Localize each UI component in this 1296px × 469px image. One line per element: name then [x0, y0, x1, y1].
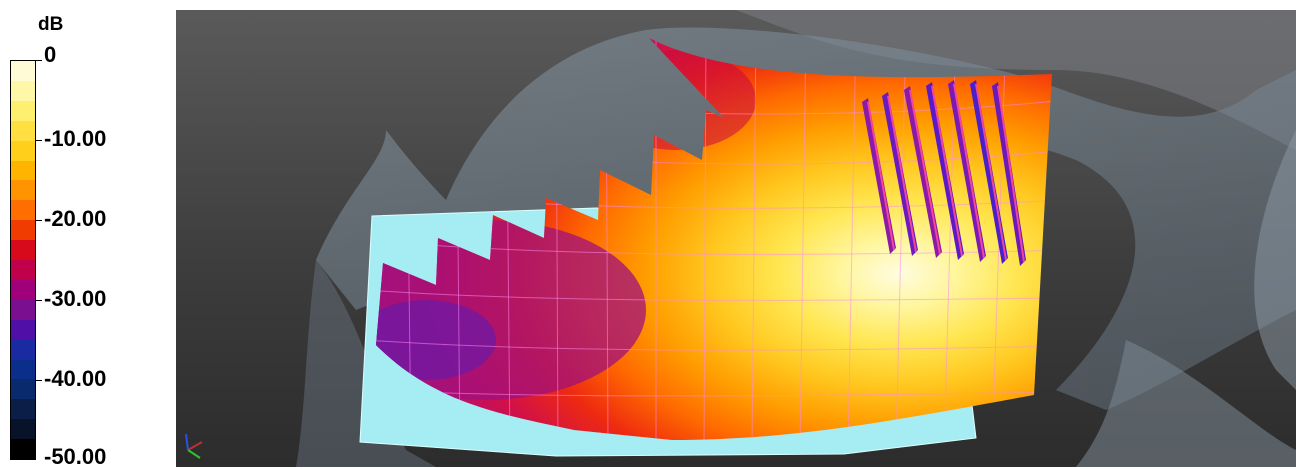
axis-triad	[185, 433, 203, 459]
legend-tick-mark	[36, 60, 42, 61]
colorbar	[10, 60, 36, 460]
colorbar-band	[11, 180, 35, 201]
3d-viewport[interactable]	[176, 10, 1296, 467]
colorbar-band	[11, 100, 35, 122]
legend-tick-label: -30.00	[44, 286, 107, 311]
legend-tick-mark	[36, 220, 42, 221]
colorbar-band	[11, 439, 35, 460]
legend-tick-mark	[36, 380, 42, 381]
colorbar-band	[11, 120, 35, 142]
colorbar-band	[11, 279, 35, 301]
legend-tick-label: 0	[44, 42, 57, 67]
legend-tick-label: -50.00	[44, 444, 107, 469]
colorbar-band	[11, 240, 35, 261]
colorbar-band	[11, 140, 35, 162]
colorbar-band	[11, 339, 35, 361]
colorbar-band	[11, 299, 35, 321]
scene-canvas	[185, 10, 1296, 467]
fin-array	[862, 80, 1026, 266]
colorbar-band	[11, 220, 35, 241]
colorbar-band	[11, 319, 35, 341]
colorbar-band	[11, 160, 35, 181]
colorbar-band	[11, 61, 35, 82]
colorbar-band	[11, 200, 35, 221]
colorbar-band	[11, 419, 35, 440]
legend-tick-label: -20.00	[44, 206, 107, 231]
color-legend: dB 0 -10.00 -20.00 -30.00 -40.00 -50.00	[0, 0, 175, 469]
colorbar-band	[11, 399, 35, 420]
colorbar-band	[11, 80, 35, 102]
legend-tick-label: -40.00	[44, 366, 107, 391]
legend-unit-label: dB	[38, 14, 64, 35]
legend-tick-label: -10.00	[44, 126, 107, 151]
legend-tick-mark	[36, 140, 42, 141]
colorbar-band	[11, 379, 35, 400]
colorbar-band	[11, 359, 35, 380]
legend-tick-mark	[36, 300, 42, 301]
colorbar-band	[11, 260, 35, 281]
